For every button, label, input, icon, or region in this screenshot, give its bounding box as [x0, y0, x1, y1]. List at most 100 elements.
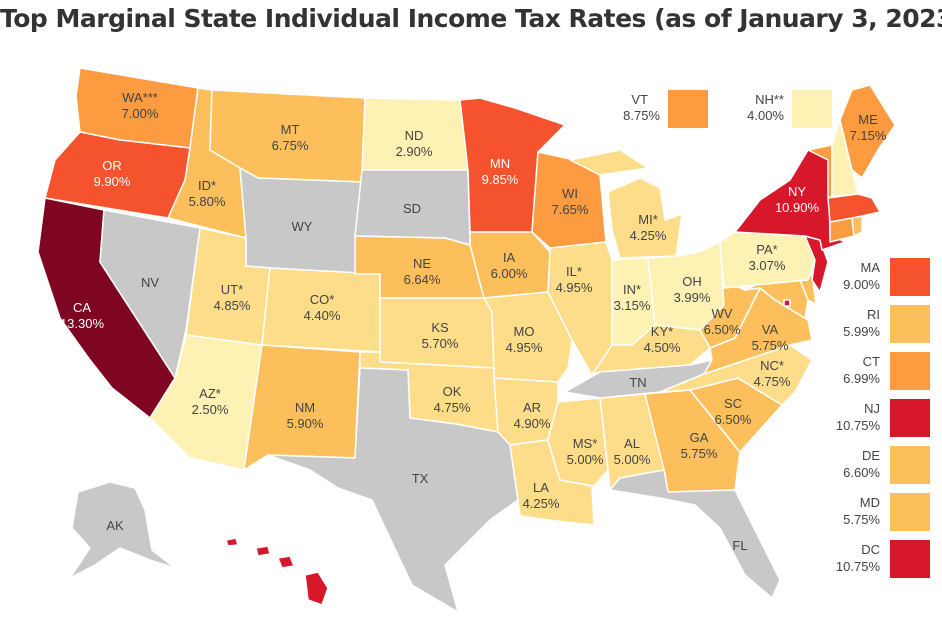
legend-item-RI: RI 5.99%	[843, 305, 930, 343]
label-WY: WY	[292, 219, 313, 234]
callout-NH-rate: 4.00%	[747, 108, 784, 123]
state-NH[interactable]	[831, 119, 859, 197]
label-IN-rate: 3.15%	[614, 298, 651, 313]
label-FL: FL	[732, 538, 747, 553]
label-MT: MT6.75%	[272, 122, 309, 153]
label-MT-rate: 6.75%	[272, 138, 309, 153]
label-NM-name: NM	[295, 400, 315, 415]
label-KS: KS5.70%	[422, 320, 459, 351]
legend-item-NJ: NJ 10.75%	[836, 399, 930, 437]
label-GA-name: GA	[690, 430, 709, 445]
label-NY-rate: 10.90%	[775, 200, 820, 215]
label-SD: SD	[403, 201, 421, 216]
label-WA-rate: 7.00%	[122, 106, 159, 121]
callout-NH: NH** 4.00%	[747, 90, 832, 128]
state-MA[interactable]	[827, 193, 881, 223]
state-TX[interactable]	[267, 367, 519, 613]
label-UT-rate: 4.85%	[214, 298, 251, 313]
legend-swatch-MA	[890, 258, 930, 296]
label-NE: NE6.64%	[404, 256, 441, 287]
label-AZ-name: AZ*	[199, 386, 221, 401]
label-OH-rate: 3.99%	[674, 290, 711, 305]
label-WI: WI7.65%	[552, 186, 589, 217]
label-CO-name: CO*	[310, 292, 335, 307]
label-IA: IA6.00%	[491, 250, 528, 281]
label-MI-name: MI*	[638, 212, 658, 227]
label-SD-name: SD	[403, 201, 421, 216]
label-MO-rate: 4.95%	[506, 340, 543, 355]
small-state-legend: MA 9.00% RI 5.99% CT 6.99% NJ 10.75% DE 6.60% MD 5.…	[836, 258, 930, 578]
legend-name-CT: CT	[863, 354, 880, 369]
label-HI-name: HI	[257, 566, 270, 581]
label-MN: MN9.85%	[482, 156, 519, 187]
label-KS-name: KS	[431, 320, 449, 335]
label-NE-name: NE	[413, 256, 431, 271]
label-AL: AL5.00%	[614, 436, 651, 467]
state-RI[interactable]	[851, 215, 863, 237]
state-MI[interactable]	[569, 149, 683, 259]
label-UT-name: UT*	[221, 282, 243, 297]
callout-NH-swatch	[792, 90, 832, 128]
label-ME: ME7.15%	[850, 112, 887, 143]
label-WV: WV6.50%	[704, 306, 741, 337]
label-AZ: AZ*2.50%	[192, 386, 229, 417]
callout-VT-name: VT	[631, 92, 648, 107]
state-DC[interactable]	[783, 299, 791, 307]
legend-rate-DC: 10.75%	[836, 559, 881, 574]
label-NC: NC*4.75%	[754, 358, 791, 389]
legend-rate-NJ: 10.75%	[836, 418, 881, 433]
label-VA: VA5.75%	[752, 322, 789, 353]
legend-rate-RI: 5.99%	[843, 324, 880, 339]
state-IA[interactable]	[469, 231, 551, 299]
label-IN: IN*3.15%	[614, 282, 651, 313]
label-AR-rate: 4.90%	[514, 416, 551, 431]
label-SC-name: SC	[724, 396, 742, 411]
label-UT: UT*4.85%	[214, 282, 251, 313]
label-AL-name: AL	[624, 436, 640, 451]
legend-name-MA: MA	[861, 260, 881, 275]
label-OH: OH3.99%	[674, 274, 711, 305]
label-MS-rate: 5.00%	[567, 452, 604, 467]
label-NE-rate: 6.64%	[404, 272, 441, 287]
label-TN-name: TN	[629, 375, 646, 390]
callout-VT-rate: 8.75%	[623, 108, 660, 123]
label-MS-name: MS*	[573, 436, 598, 451]
legend-rate-MA: 9.00%	[843, 277, 880, 292]
state-ME[interactable]	[839, 84, 896, 179]
label-OH-name: OH	[682, 274, 702, 289]
label-VA-rate: 5.75%	[752, 338, 789, 353]
legend-item-MD: MD 5.75%	[843, 493, 930, 531]
label-SC-rate: 6.50%	[715, 412, 752, 427]
legend-swatch-DC	[890, 540, 930, 578]
label-PA-rate: 3.07%	[749, 258, 786, 273]
legend-swatch-CT	[890, 352, 930, 390]
legend-rate-MD: 5.75%	[843, 512, 880, 527]
label-IL-name: IL*	[566, 264, 582, 279]
label-NM-rate: 5.90%	[287, 416, 324, 431]
label-WI-rate: 7.65%	[552, 202, 589, 217]
state-VT[interactable]	[807, 144, 833, 199]
legend-name-DE: DE	[862, 448, 880, 463]
map-title: Top Marginal State Individual Income Tax…	[0, 4, 942, 33]
state-AK[interactable]	[69, 481, 176, 579]
label-ND-name: ND	[405, 128, 424, 143]
label-OK-name: OK	[443, 384, 462, 399]
label-OR: OR9.90%	[94, 158, 131, 189]
label-MT-name: MT	[281, 122, 300, 137]
label-AR-name: AR	[523, 400, 541, 415]
legend-name-RI: RI	[867, 307, 880, 322]
label-GA: GA5.75%	[681, 430, 718, 461]
label-WY-name: WY	[292, 219, 313, 234]
legend-rate-CT: 6.99%	[843, 371, 880, 386]
legend-name-MD: MD	[860, 495, 880, 510]
label-AR: AR4.90%	[514, 400, 551, 431]
label-ID: ID*5.80%	[189, 178, 226, 209]
label-IN-name: IN*	[623, 282, 641, 297]
legend-item-MA: MA 9.00%	[843, 258, 930, 296]
state-FL[interactable]	[609, 469, 781, 599]
legend-swatch-MD	[890, 493, 930, 531]
legend-item-DE: DE 6.60%	[843, 446, 930, 484]
state-HI[interactable]	[225, 537, 329, 606]
